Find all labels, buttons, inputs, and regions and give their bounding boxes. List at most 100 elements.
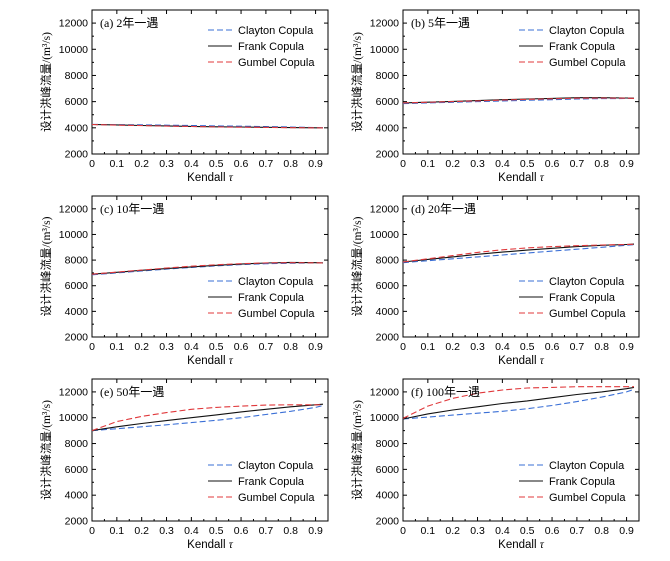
x-tick-label: 0.4 [184,158,199,170]
x-tick-label: 0.6 [545,341,560,353]
legend-label: Gumbel Copula [238,492,315,504]
y-axis-label: 设计洪峰流量/(m³/s) [350,400,364,500]
x-tick-label: 0.5 [520,341,535,353]
x-tick-label: 0.2 [134,525,149,537]
x-tick-label: 0.5 [520,158,535,170]
x-tick-label: 0.2 [445,341,460,353]
y-tick-label: 2000 [376,149,400,161]
x-tick-label: 0.1 [421,341,436,353]
x-tick-label: 0.1 [110,341,125,353]
legend-label: Gumbel Copula [549,57,626,69]
legend-label: Frank Copula [238,41,305,53]
x-tick-label: 0.4 [184,525,199,537]
legend-label: Gumbel Copula [238,57,315,69]
x-tick-label: 0.8 [283,158,298,170]
x-tick-label: 0.6 [234,158,249,170]
x-tick-label: 0.4 [495,525,510,537]
x-tick-label: 0.9 [308,158,323,170]
x-tick-label: 0.2 [134,158,149,170]
y-tick-label: 2000 [65,516,89,528]
x-tick-label: 0.6 [545,525,560,537]
x-tick-label: 0.5 [209,158,224,170]
x-tick-label: 0.7 [259,525,274,537]
legend-label: Clayton Copula [549,460,625,472]
legend-label: Gumbel Copula [549,308,626,320]
legend-label: Frank Copula [238,476,305,488]
panel-title: (d) 20年一遇 [411,202,476,216]
x-tick-label: 0.7 [570,341,585,353]
x-tick-label: 0.8 [594,525,609,537]
series-line-clayton-copula [402,244,635,264]
y-tick-label: 6000 [65,280,89,292]
series-line-gumbel-copula [402,97,635,104]
x-tick-label: 0.9 [619,158,634,170]
plot-frame [91,9,329,155]
x-tick-label: 0.1 [110,525,125,537]
legend-label: Frank Copula [549,41,616,53]
legend-label: Clayton Copula [549,25,625,37]
y-tick-label: 2000 [65,332,89,344]
y-tick-label: 6000 [65,464,89,476]
panel-title: (a) 2年一遇 [100,16,158,30]
series-line-gumbel-copula [402,243,635,263]
y-axis-label: 设计洪峰流量/(m³/s) [39,32,53,132]
x-tick-label: 0.3 [470,341,485,353]
legend-label: Gumbel Copula [238,308,315,320]
y-tick-label: 2000 [376,516,400,528]
series-line-frank-copula [402,386,635,420]
y-tick-label: 6000 [376,280,400,292]
y-tick-label: 10000 [59,412,88,424]
x-tick-label: 0.8 [283,525,298,537]
plot-frame [402,9,640,155]
y-tick-label: 10000 [370,229,399,241]
y-tick-label: 12000 [59,203,88,215]
y-tick-label: 6000 [376,96,400,108]
series-line-gumbel-copula [91,123,324,129]
series-line-gumbel-copula [91,404,323,432]
panel-title: (b) 5年一遇 [411,16,470,30]
x-tick-label: 0 [89,158,95,170]
y-tick-label: 4000 [376,306,400,318]
legend-label: Frank Copula [549,292,616,304]
legend-label: Clayton Copula [549,276,625,288]
y-tick-label: 10000 [370,44,399,56]
y-tick-label: 4000 [65,306,89,318]
series-line-clayton-copula [91,262,323,276]
panel-e: 0 0.1 0.2 0.3 0.4 0.5 0.6 0.7 0.8 0.9 2000 4000 6000… [39,378,329,551]
x-tick-label: 0.4 [495,158,510,170]
x-tick-label: 0.3 [470,158,485,170]
y-tick-label: 4000 [376,490,400,502]
y-tick-label: 8000 [65,438,89,450]
y-axis-label: 设计洪峰流量/(m³/s) [350,32,364,132]
x-tick-label: 0 [89,525,95,537]
x-tick-label: 0.6 [234,525,249,537]
series-line-clayton-copula [402,388,635,420]
x-tick-label: 0.1 [421,525,436,537]
x-tick-label: 0 [400,341,406,353]
x-tick-label: 0.9 [308,525,323,537]
panel-b: 0 0.1 0.2 0.3 0.4 0.5 0.6 0.7 0.8 0.9 2000 4000 6000… [350,9,640,184]
x-tick-label: 0.3 [159,341,174,353]
x-tick-label: 0.9 [619,525,634,537]
y-tick-label: 10000 [59,229,88,241]
x-tick-label: 0.6 [234,341,249,353]
x-tick-label: 0.2 [445,525,460,537]
plot-frame [402,195,640,338]
x-tick-label: 0.3 [159,158,174,170]
series-line-frank-copula [91,123,324,129]
x-tick-label: 0.2 [445,158,460,170]
legend-label: Clayton Copula [238,276,314,288]
x-tick-label: 0.6 [545,158,560,170]
x-tick-label: 0.8 [283,341,298,353]
x-axis-label: Kendall τ [498,172,545,184]
series-line-frank-copula [91,261,324,275]
series-line-frank-copula [91,403,324,432]
x-tick-label: 0.7 [570,158,585,170]
panel-d: 0 0.1 0.2 0.3 0.4 0.5 0.6 0.7 0.8 0.9 2000 4000 6000… [350,195,640,367]
y-tick-label: 2000 [376,332,400,344]
y-tick-label: 12000 [370,18,399,30]
x-tick-label: 0.3 [470,525,485,537]
series-line-frank-copula [402,243,635,263]
